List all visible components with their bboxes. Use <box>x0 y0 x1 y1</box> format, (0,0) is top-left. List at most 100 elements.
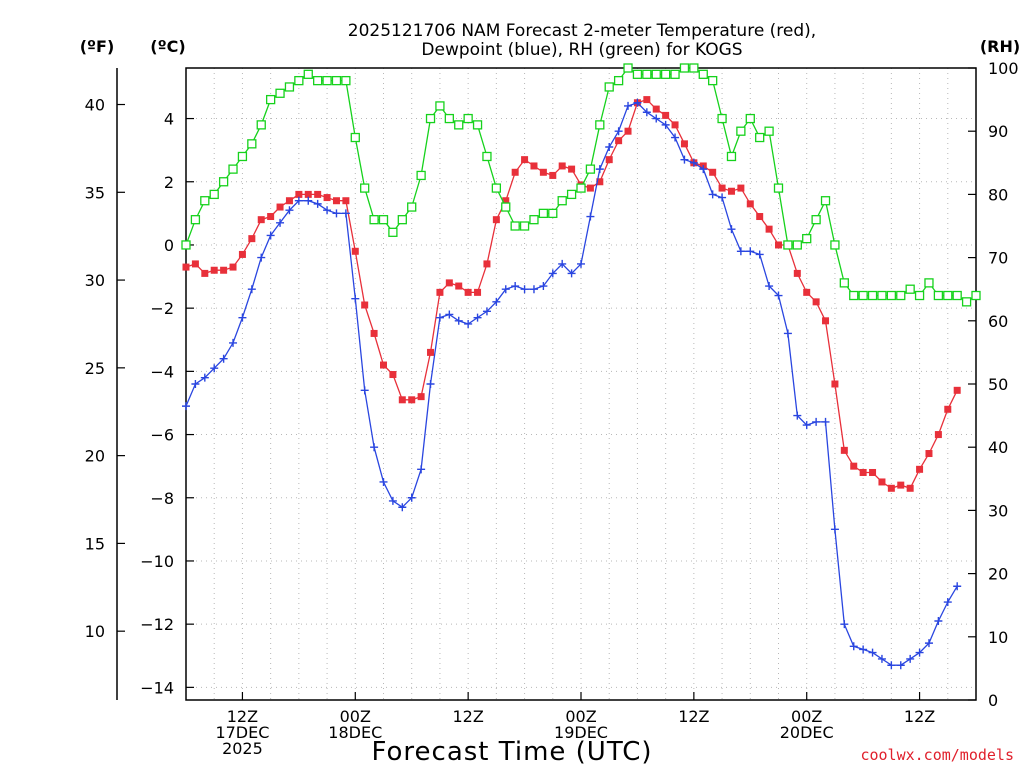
rh-point <box>802 233 812 244</box>
temperature-point <box>680 140 688 148</box>
temperature-point <box>897 481 905 489</box>
temperature-point <box>389 371 397 379</box>
fahrenheit-tick-label: 30 <box>85 271 105 290</box>
rh-point <box>566 189 577 200</box>
temperature-point <box>342 197 350 205</box>
temperature-point <box>492 216 500 224</box>
temperature-point <box>793 269 801 277</box>
rh-tick-label: 60 <box>988 312 1008 331</box>
dewpoint-point <box>492 297 501 306</box>
temperature-point <box>267 213 275 221</box>
temperature-point <box>737 184 745 192</box>
x-tick-label: 12Z <box>904 707 935 726</box>
dewpoint-point <box>313 199 322 208</box>
rh-point <box>820 196 831 206</box>
celsius-unit-label: (ºC) <box>150 37 185 56</box>
dewpoint-point <box>511 282 520 291</box>
rh-point <box>858 290 868 301</box>
temperature-point <box>220 266 228 274</box>
rh-point <box>679 63 690 73</box>
dewpoint-point <box>586 212 595 221</box>
rh-point <box>717 113 727 124</box>
rh-point <box>482 151 492 162</box>
dewpoint-point <box>200 373 209 382</box>
credit-link[interactable]: coolwx.com/models <box>860 746 1014 764</box>
temperature-point <box>671 121 679 129</box>
temperature-point <box>483 260 491 268</box>
dewpoint-point <box>840 620 849 629</box>
dewpoint-point <box>727 225 736 234</box>
rh-point <box>407 202 417 212</box>
dewpoint-point <box>370 443 379 452</box>
dewpoint-point <box>445 310 454 319</box>
rh-point <box>519 221 530 231</box>
celsius-tick-label: −10 <box>140 552 174 571</box>
rh-tick-label: 0 <box>988 691 998 710</box>
temperature-point <box>596 178 604 186</box>
temperature-point <box>840 446 848 454</box>
temperature-point <box>351 247 359 255</box>
rh-point <box>839 278 849 288</box>
rh-point <box>529 215 539 225</box>
fahrenheit-tick-label: 15 <box>85 534 105 553</box>
rh-point <box>726 151 737 162</box>
dewpoint-point <box>266 231 275 240</box>
dewpoint-point <box>388 496 397 505</box>
dewpoint-point <box>774 291 783 300</box>
rh-point <box>341 75 351 86</box>
temperature-point <box>822 317 830 325</box>
rh-point <box>886 290 897 301</box>
fahrenheit-tick-label: 20 <box>85 447 105 466</box>
rh-point <box>209 189 219 200</box>
rh-point <box>595 120 605 130</box>
dewpoint-point <box>765 282 774 291</box>
temperature-point <box>380 361 387 369</box>
dewpoint-point <box>708 190 717 199</box>
dewpoint-point <box>802 421 811 430</box>
rh-point <box>783 240 793 250</box>
dewpoint-point <box>417 465 426 474</box>
rh-point <box>830 240 840 250</box>
temperature-point <box>906 484 914 492</box>
dewpoint-point <box>671 133 680 142</box>
temperature-point <box>361 301 369 309</box>
temperature-point <box>539 168 547 176</box>
rh-point <box>914 290 925 301</box>
dewpoint-point <box>953 582 962 591</box>
rh-point <box>303 69 313 79</box>
rh-point <box>632 69 643 79</box>
dewpoint-point <box>360 386 369 395</box>
rh-point <box>463 113 473 124</box>
temperature-point <box>238 250 246 258</box>
rh-point <box>388 227 398 237</box>
dewpoint-point <box>341 209 350 218</box>
dewpoint-point <box>896 661 905 670</box>
dewpoint-point <box>614 127 623 136</box>
temperature-point <box>549 171 557 179</box>
rh-point <box>237 151 248 162</box>
dewpoint-point <box>219 354 228 363</box>
dewpoint-point <box>379 477 388 486</box>
rh-point <box>971 290 981 301</box>
temperature-point <box>850 462 858 470</box>
temperature-point <box>408 396 416 404</box>
temperature-point <box>464 288 472 296</box>
temperature-point <box>652 105 660 113</box>
dewpoint-point <box>793 411 802 420</box>
celsius-tick-label: −12 <box>140 615 174 634</box>
dewpoint-point <box>595 165 604 174</box>
dewpoint-point <box>718 193 727 202</box>
temperature-point <box>521 156 529 164</box>
rh-point <box>905 284 915 294</box>
temperature-point <box>605 156 613 164</box>
temperature-point <box>586 184 594 192</box>
temperature-point <box>295 190 303 198</box>
temperature-point <box>436 288 444 296</box>
rh-point <box>416 170 426 181</box>
rh-point <box>275 88 285 98</box>
rh-point <box>670 69 680 79</box>
rh-point <box>331 75 342 86</box>
rh-point <box>613 75 624 86</box>
x-tick-label: 12Z <box>227 707 258 726</box>
